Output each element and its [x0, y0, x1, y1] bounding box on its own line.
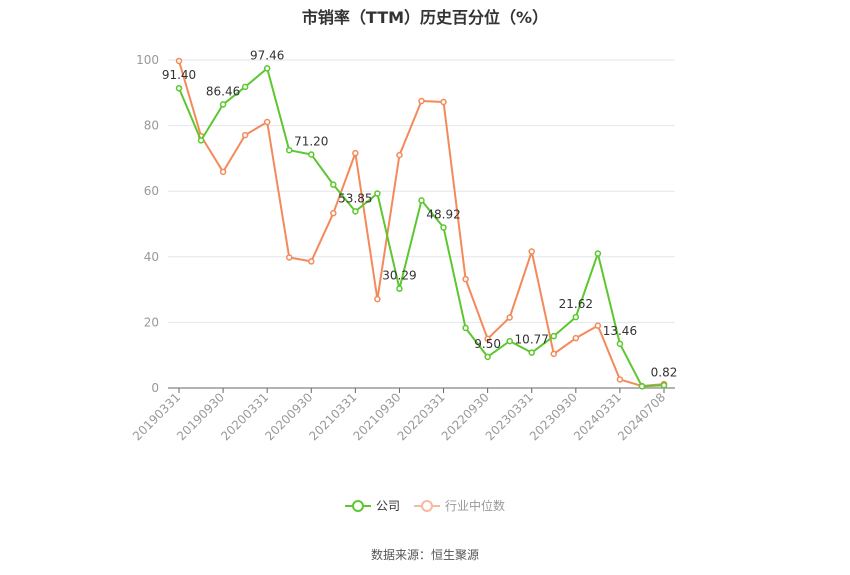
data-point[interactable]: [462, 275, 469, 283]
data-point[interactable]: [550, 332, 558, 340]
legend: 公司 行业中位数: [0, 497, 850, 514]
data-point[interactable]: [506, 337, 513, 345]
data-point[interactable]: [396, 285, 403, 292]
data-point[interactable]: [308, 258, 315, 265]
data-label: 13.46: [603, 324, 637, 338]
grid-lines: [168, 59, 675, 323]
series-industry-line[interactable]: [175, 57, 668, 390]
data-point[interactable]: [506, 314, 513, 321]
data-label: 21.62: [559, 297, 593, 311]
data-point[interactable]: [484, 335, 491, 343]
data-point[interactable]: [263, 118, 271, 126]
y-axis-tick-labels: 0 20 40 60 80 100: [136, 53, 159, 395]
data-point[interactable]: [594, 250, 602, 257]
data-point[interactable]: [219, 101, 227, 108]
legend-label-industry: 行业中位数: [445, 499, 506, 513]
industry-legend-marker-icon: [414, 499, 440, 512]
y-tick-label: 20: [144, 315, 159, 329]
data-point[interactable]: [285, 146, 293, 154]
data-point[interactable]: [352, 149, 359, 157]
data-point[interactable]: [638, 383, 646, 390]
data-point[interactable]: [594, 322, 602, 329]
y-tick-label: 40: [144, 250, 159, 264]
data-point[interactable]: [440, 98, 447, 106]
data-label: 86.46: [206, 84, 240, 98]
chart-title: 市销率（TTM）历史百分位（%）: [301, 8, 549, 27]
data-point[interactable]: [462, 324, 469, 332]
y-tick-label: 60: [144, 184, 159, 198]
data-label: 30.29: [382, 269, 416, 283]
data-point[interactable]: [528, 248, 535, 255]
data-point[interactable]: [175, 84, 183, 92]
data-point[interactable]: [308, 151, 315, 158]
data-point[interactable]: [660, 382, 668, 389]
data-point[interactable]: [219, 168, 227, 176]
data-point[interactable]: [330, 209, 337, 217]
x-tick-label: 20240708: [615, 390, 668, 443]
data-point[interactable]: [241, 131, 249, 139]
data-label: 97.46: [250, 48, 284, 62]
data-point[interactable]: [572, 313, 580, 321]
data-label: 48.92: [426, 208, 460, 222]
data-point[interactable]: [285, 254, 293, 261]
data-label: 53.85: [338, 191, 372, 205]
legend-label-company: 公司: [375, 499, 400, 513]
data-point[interactable]: [616, 376, 624, 383]
series-line: [178, 60, 665, 388]
legend-item-company[interactable]: 公司: [344, 497, 400, 514]
data-point[interactable]: [197, 137, 205, 144]
data-point[interactable]: [396, 151, 403, 159]
data-point[interactable]: [374, 190, 381, 197]
legend-item-industry[interactable]: 行业中位数: [414, 497, 505, 514]
y-tick-label: 100: [136, 53, 159, 67]
data-label: 0.82: [651, 365, 678, 379]
data-point[interactable]: [418, 97, 425, 105]
series-company-line[interactable]: [175, 65, 668, 390]
data-point[interactable]: [440, 224, 447, 231]
data-label: 10.77: [515, 333, 549, 347]
y-tick-label: 0: [151, 381, 159, 395]
data-point[interactable]: [352, 208, 359, 215]
data-point[interactable]: [572, 334, 580, 342]
data-point[interactable]: [263, 65, 271, 72]
data-point[interactable]: [418, 197, 425, 204]
data-point[interactable]: [374, 295, 381, 303]
data-source-note: 数据来源：恒生聚源: [370, 548, 479, 562]
x-axis: 2019033120190930202003312020093020210331…: [130, 387, 675, 443]
data-point[interactable]: [241, 83, 249, 91]
data-point[interactable]: [175, 57, 183, 65]
line-chart: 0 20 40 60 80 100 201903312019093020200331202…: [130, 48, 678, 443]
data-label: 91.40: [162, 68, 196, 82]
data-point[interactable]: [616, 340, 624, 348]
data-point[interactable]: [528, 349, 535, 356]
data-labels: 91.40 86.46 97.46 71.20 53.85 30.29 48.92 9.50 1…: [162, 48, 678, 379]
series-line: [178, 67, 665, 388]
data-label: 71.20: [294, 134, 328, 148]
company-legend-marker-icon: [344, 499, 371, 512]
data-point[interactable]: [484, 353, 491, 361]
data-point[interactable]: [330, 181, 337, 188]
data-point[interactable]: [550, 350, 558, 358]
y-tick-label: 80: [144, 119, 159, 133]
data-label: 9.50: [474, 337, 501, 351]
